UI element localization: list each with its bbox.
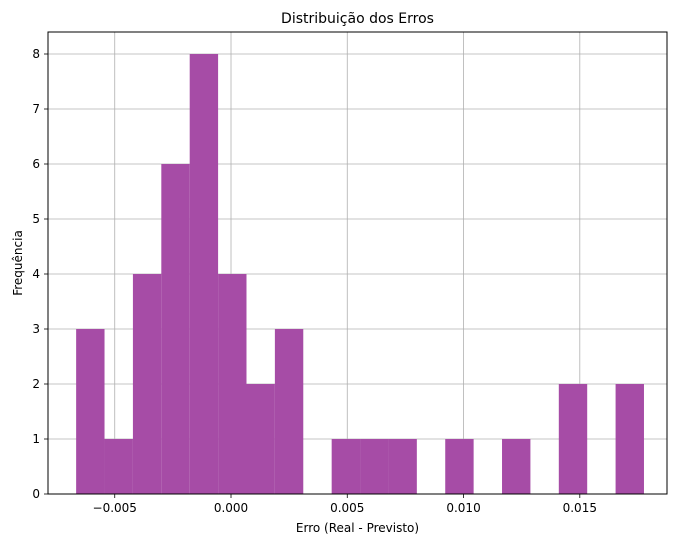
y-tick-label: 0	[32, 487, 40, 501]
y-tick-label: 6	[32, 157, 40, 171]
x-tick-label: 0.005	[330, 501, 364, 515]
histogram-bars	[76, 54, 644, 494]
histogram-bar	[274, 329, 304, 494]
x-tick-label: 0.000	[214, 501, 248, 515]
y-tick-label: 8	[32, 47, 40, 61]
x-axis-label: Erro (Real - Previsto)	[296, 521, 419, 535]
y-tick-label: 3	[32, 322, 40, 336]
y-tick-label: 5	[32, 212, 40, 226]
histogram-bar	[558, 384, 588, 494]
x-tick-label: 0.015	[563, 501, 597, 515]
histogram-bar	[104, 439, 133, 494]
y-tick-label: 2	[32, 377, 40, 391]
chart-title: Distribuição dos Erros	[281, 11, 434, 27]
y-tick-label: 1	[32, 432, 40, 446]
y-tick-label: 7	[32, 102, 40, 116]
y-axis-label: Frequência	[11, 230, 25, 296]
histogram-bar	[360, 439, 389, 494]
plot-frame	[47, 31, 668, 495]
histogram-bar	[189, 54, 219, 494]
y-axis-ticks: 0 1 2 3 4 5 6 7 8	[32, 47, 48, 501]
histogram-bar	[388, 439, 417, 494]
histogram-bar	[161, 164, 190, 494]
histogram-bar	[246, 384, 275, 494]
histogram-bar	[218, 274, 247, 494]
histogram-bar	[502, 439, 531, 494]
x-tick-label: −0.005	[93, 501, 137, 515]
x-axis-ticks: −0.005 0.000 0.005 0.010 0.015	[93, 494, 597, 515]
histogram-bar	[445, 439, 474, 494]
histogram-bar	[76, 329, 105, 494]
histogram-bar	[132, 274, 162, 494]
histogram-bar	[615, 384, 644, 494]
x-tick-label: 0.010	[446, 501, 480, 515]
histogram-bar	[331, 439, 361, 494]
y-tick-label: 4	[32, 267, 40, 281]
